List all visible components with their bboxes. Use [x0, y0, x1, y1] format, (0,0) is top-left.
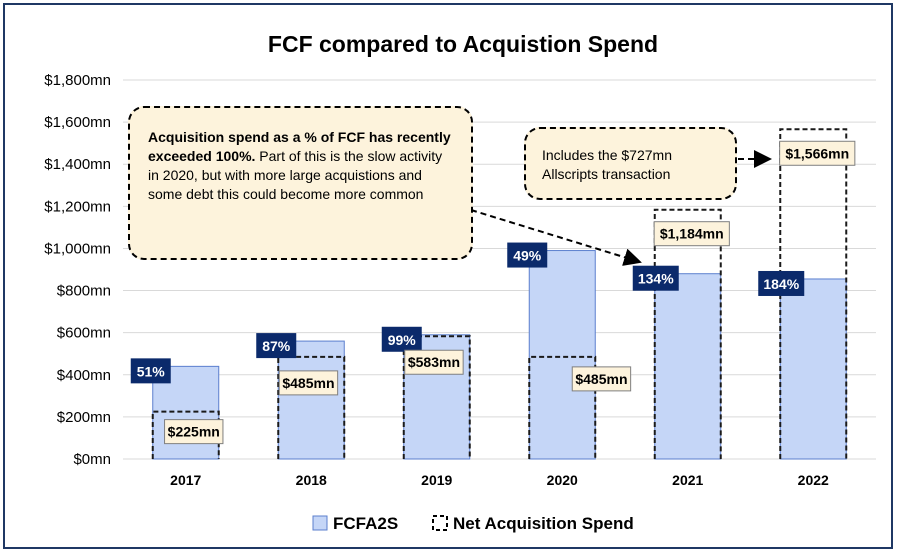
- percent-label-box: [381, 326, 422, 352]
- chart-title: FCF compared to Acquistion Spend: [268, 31, 658, 57]
- value-label-box: [404, 349, 464, 375]
- percent-label: 99%: [388, 332, 417, 348]
- percent-label-box: [507, 242, 548, 268]
- y-tick-label: $200mn: [57, 409, 111, 426]
- value-label: $225mn: [168, 424, 220, 440]
- value-label: $583mn: [408, 354, 460, 370]
- y-tick-label: $1,800mn: [44, 72, 111, 89]
- y-tick-label: $1,000mn: [44, 240, 111, 257]
- y-tick-label: $800mn: [57, 283, 111, 300]
- legend: FCFA2S Net Acquisition Spend: [312, 514, 634, 533]
- x-tick-label: 2018: [296, 472, 327, 488]
- value-label-box: [653, 221, 730, 247]
- fcf-bar: [277, 340, 345, 460]
- acquisition-dashed-bar: [402, 335, 471, 459]
- fcf-bar: [528, 250, 596, 460]
- value-label: $485mn: [282, 375, 334, 391]
- value-label: $485mn: [575, 371, 627, 387]
- y-tick-label: $1,600mn: [44, 114, 111, 131]
- value-label-box: [164, 419, 224, 445]
- y-tick-label: $0mn: [73, 451, 111, 468]
- percent-label-box: [130, 358, 171, 384]
- x-tick-label: 2017: [170, 472, 201, 488]
- value-label: $1,184mn: [660, 226, 724, 242]
- acquisition-dashed-bar: [653, 208, 722, 459]
- x-axis-tick-labels: 2017 2018 2019 2020 2021 2022: [170, 472, 829, 488]
- callout-1-text: Part of this is the slow activity in 202…: [148, 148, 443, 202]
- percent-label-box: [758, 270, 805, 296]
- legend-label-fcfa2s: FCFA2S: [333, 514, 398, 533]
- callout-1-bold-text: Acquisition spend as a % of FCF has rece…: [148, 129, 451, 164]
- legend-swatch-fcfa2s: [312, 515, 328, 531]
- fcf-bar: [654, 273, 722, 460]
- acquisition-dashed-bar: [277, 355, 346, 459]
- y-axis-tick-labels: $0mn $200mn $400mn $600mn $800mn $1,000mn $1,2…: [44, 72, 111, 468]
- x-tick-label: 2022: [798, 472, 829, 488]
- value-label-box: [779, 140, 856, 166]
- value-label: $1,566mn: [785, 145, 849, 161]
- y-tick-label: $1,200mn: [44, 198, 111, 215]
- fcf-bars: [152, 250, 847, 460]
- percent-label: 49%: [513, 248, 542, 264]
- acquisition-dashed-bar: [528, 355, 597, 459]
- fcf-bar: [779, 278, 847, 460]
- callout-allscripts: Includes the $727mn Allscripts transacti…: [524, 127, 737, 200]
- x-tick-label: 2021: [672, 472, 703, 488]
- y-tick-label: $400mn: [57, 367, 111, 384]
- percent-label: 87%: [262, 338, 291, 354]
- legend-swatch-acquisition: [432, 515, 448, 531]
- x-tick-label: 2019: [421, 472, 452, 488]
- value-label-box: [278, 370, 339, 396]
- legend-label-acquisition: Net Acquisition Spend: [453, 514, 634, 533]
- percent-label-box: [632, 265, 679, 291]
- x-tick-label: 2020: [547, 472, 578, 488]
- percent-label: 51%: [137, 363, 166, 379]
- y-tick-label: $1,400mn: [44, 156, 111, 173]
- y-tick-label: $600mn: [57, 325, 111, 342]
- data-labels: 51% 87% 99% 49% 134% 184% $225mn $485mn $583mn $4…: [130, 140, 856, 445]
- callout-2-text: Includes the $727mn Allscripts transacti…: [542, 147, 672, 182]
- callout-acquisition-spend: Acquisition spend as a % of FCF has rece…: [128, 106, 473, 260]
- value-label-box: [571, 366, 632, 392]
- percent-label: 134%: [638, 271, 674, 287]
- percent-label-box: [256, 333, 297, 359]
- callout-arrows: [470, 150, 772, 266]
- percent-label: 184%: [763, 276, 799, 292]
